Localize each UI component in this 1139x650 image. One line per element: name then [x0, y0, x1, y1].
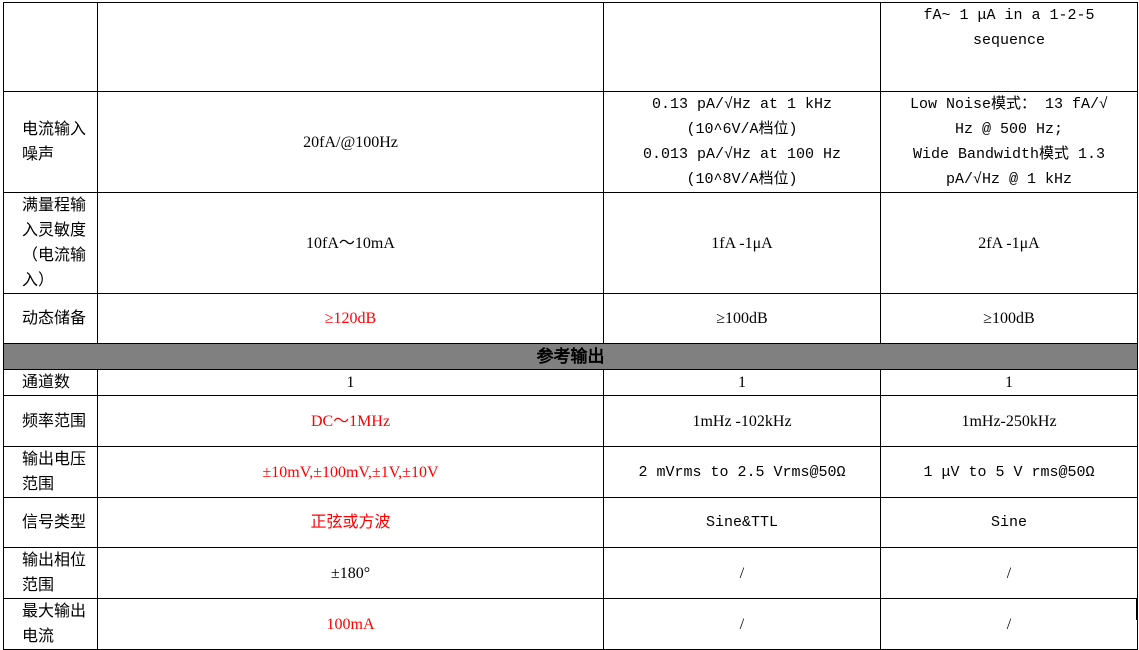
cell: 2fA -1μA: [880, 192, 1138, 294]
row-label: 输出相位范围: [3, 547, 98, 599]
cell: 1: [603, 369, 881, 396]
section-header-row: 参考输出: [3, 343, 1138, 370]
table-row: 通道数 1 1 1: [3, 369, 1138, 396]
cell: 正弦或方波: [97, 497, 604, 548]
row-label: 频率范围: [3, 395, 98, 447]
text-cursor: [1136, 598, 1137, 620]
table-row: 频率范围 DC～1MHz 1mHz -102kHz 1mHz-250kHz: [3, 395, 1138, 447]
table-row: fA~ 1 μA in a 1-2-5 sequence: [3, 2, 1138, 92]
cell: 20fA/@100Hz: [97, 91, 604, 193]
cell: DC～1MHz: [97, 395, 604, 447]
row-label: 动态储备: [3, 293, 98, 344]
cell: 1: [880, 369, 1138, 396]
cell: ≥120dB: [97, 293, 604, 344]
section-title: 参考输出: [3, 343, 1138, 370]
cell: 10fA～10mA: [97, 192, 604, 294]
cell-line: (10^6V/A档位): [686, 121, 798, 138]
cell-line: Wide Bandwidth模式 1.3: [912, 146, 1106, 163]
cell: /: [880, 547, 1138, 599]
cell: ≥100dB: [603, 293, 881, 344]
spec-table: fA~ 1 μA in a 1-2-5 sequence 电流输入噪声 20fA…: [3, 2, 1138, 650]
cell-line: Low Noise模式： 13 fA/√: [909, 96, 1109, 113]
table-row: 满量程输入灵敏度（电流输入） 10fA～10mA 1fA -1μA 2fA -1…: [3, 192, 1138, 294]
table-row: 输出相位范围 ±180° / /: [3, 547, 1138, 599]
cell: ±10mV,±100mV,±1V,±10V: [97, 446, 604, 498]
row-label: 满量程输入灵敏度（电流输入）: [3, 192, 98, 294]
row-label: 通道数: [3, 369, 98, 396]
cell: /: [603, 598, 881, 650]
cell: 1fA -1μA: [603, 192, 881, 294]
row-label: [3, 2, 98, 92]
cell: 0.13 pA/√Hz at 1 kHz (10^6V/A档位) 0.013 p…: [603, 91, 881, 193]
cell: [97, 2, 604, 92]
cell: /: [603, 547, 881, 599]
cell: 100mA: [97, 598, 604, 650]
cell: Sine: [880, 497, 1138, 548]
cell: /: [880, 598, 1138, 650]
cell: [603, 2, 881, 92]
row-label: 最大输出电流: [3, 598, 98, 650]
cell: Low Noise模式： 13 fA/√ Hz @ 500 Hz; Wide B…: [880, 91, 1138, 193]
cell-line: 0.13 pA/√Hz at 1 kHz: [651, 96, 833, 113]
cell: 1: [97, 369, 604, 396]
cell: 2 mVrms to 2.5 Vrms@50Ω: [603, 446, 881, 498]
cell: 1mHz-250kHz: [880, 395, 1138, 447]
row-label: 信号类型: [3, 497, 98, 548]
cell-line: Hz @ 500 Hz;: [954, 121, 1064, 138]
cell: Sine&TTL: [603, 497, 881, 548]
cell: 1mHz -102kHz: [603, 395, 881, 447]
cell-line: pA/√Hz @ 1 kHz: [945, 171, 1073, 188]
cell: 1 μV to 5 V rms@50Ω: [880, 446, 1138, 498]
table-row: 动态储备 ≥120dB ≥100dB ≥100dB: [3, 293, 1138, 344]
cell: ≥100dB: [880, 293, 1138, 344]
table-row: 信号类型 正弦或方波 Sine&TTL Sine: [3, 497, 1138, 548]
cell-line: (10^8V/A档位): [686, 171, 798, 188]
table-row: 输出电压范围 ±10mV,±100mV,±1V,±10V 2 mVrms to …: [3, 446, 1138, 498]
table-row: 最大输出电流 100mA / /: [3, 598, 1138, 650]
cell: ±180°: [97, 547, 604, 599]
table-row: 电流输入噪声 20fA/@100Hz 0.13 pA/√Hz at 1 kHz …: [3, 91, 1138, 193]
row-label: 输出电压范围: [3, 446, 98, 498]
row-label: 电流输入噪声: [3, 91, 98, 193]
cell-line: 0.013 pA/√Hz at 100 Hz: [642, 146, 842, 163]
cell: fA~ 1 μA in a 1-2-5 sequence: [880, 2, 1138, 92]
